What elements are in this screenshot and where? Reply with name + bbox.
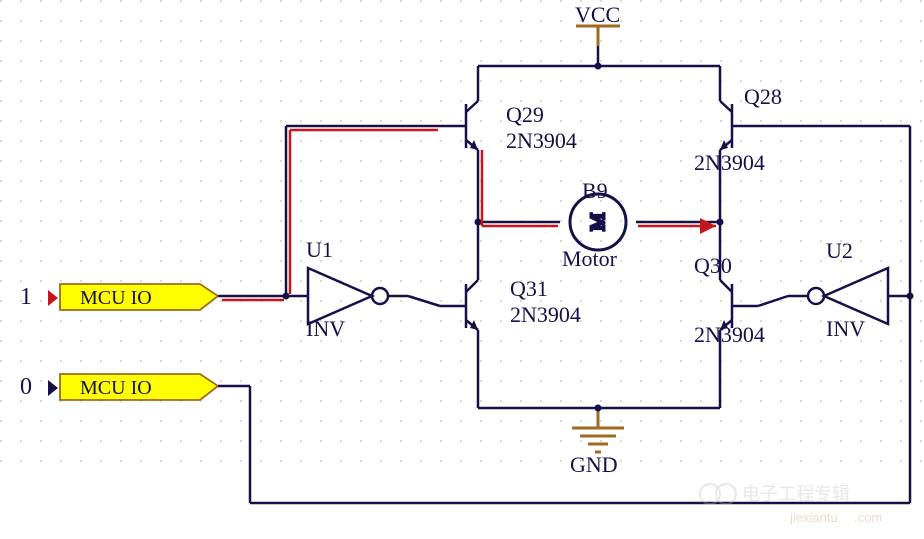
watermark: 电子工程专辑 jiexiantu .com <box>700 484 882 525</box>
label-q31-name: Q31 <box>510 276 548 301</box>
watermark-text2: jiexiantu <box>789 510 838 525</box>
netlabel-io-top: MCU IO <box>60 284 218 310</box>
label-inv2: INV <box>826 316 865 341</box>
netlabel-io-bottom: MCU IO <box>60 374 218 400</box>
label-q30-name: Q30 <box>694 253 732 278</box>
label-level-0: 0 <box>20 374 32 400</box>
grid <box>0 0 924 480</box>
schematic-canvas: VCC GND Q29 2N3904 Q28 2N3904 Q31 2N3904… <box>0 0 924 539</box>
label-b9: B9 <box>582 178 608 203</box>
label-level-1: 1 <box>20 284 32 310</box>
watermark-com: .com <box>854 510 882 525</box>
label-q28-part: 2N3904 <box>694 150 765 175</box>
netlabel-io-bottom-text: MCU IO <box>80 377 152 399</box>
watermark-text1: 电子工程专辑 <box>742 484 850 504</box>
label-u1: U1 <box>306 237 333 262</box>
label-u2: U2 <box>826 238 853 263</box>
label-q30-part: 2N3904 <box>694 322 765 347</box>
label-inv1: INV <box>306 316 345 341</box>
motor-m-text: M <box>587 213 609 231</box>
label-gnd: GND <box>570 452 618 477</box>
label-q29-part: 2N3904 <box>506 128 577 153</box>
label-q31-part: 2N3904 <box>510 302 581 327</box>
label-q28-name: Q28 <box>744 84 782 109</box>
label-q29-name: Q29 <box>506 102 544 127</box>
netlabel-io-top-text: MCU IO <box>80 287 152 309</box>
label-vcc: VCC <box>575 2 620 27</box>
